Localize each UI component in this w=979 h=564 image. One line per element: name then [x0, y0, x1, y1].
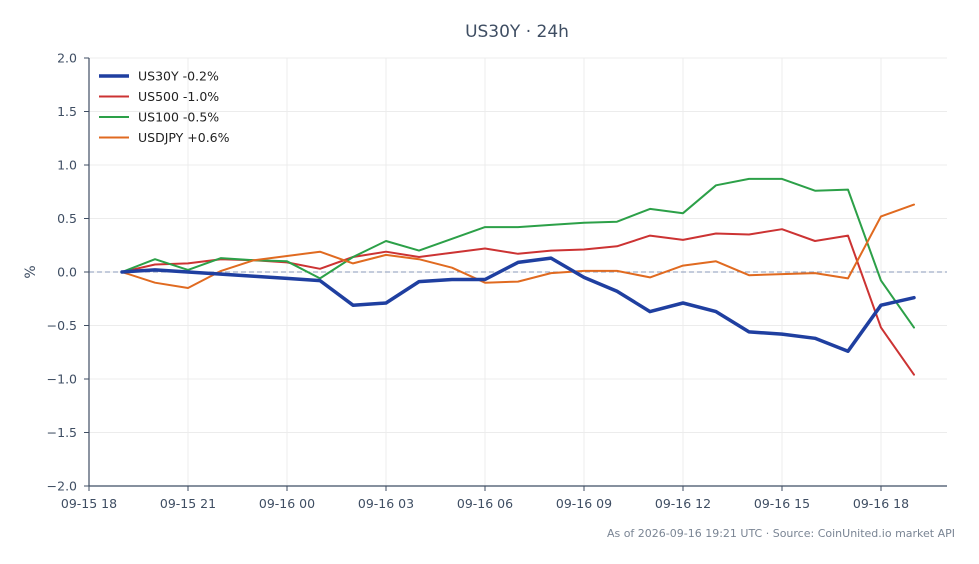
x-tick-label: 09-15 18 [61, 496, 117, 511]
x-tick-label: 09-15 21 [160, 496, 216, 511]
y-tick-label: 0.5 [57, 211, 77, 226]
y-tick-label: 2.0 [57, 51, 77, 66]
series-lines [120, 177, 916, 376]
y-tick-label: −2.0 [47, 479, 77, 494]
x-tick-label: 09-16 12 [655, 496, 711, 511]
y-axis-label: % [23, 265, 39, 278]
x-tick-label: 09-16 09 [556, 496, 612, 511]
series-line-3 [121, 203, 915, 289]
series-line-0 [120, 256, 916, 353]
legend-label: US500 -1.0% [138, 89, 219, 104]
y-tick-label: 1.5 [57, 104, 77, 119]
series-line-1 [121, 228, 915, 376]
source-footer: As of 2026-09-16 19:21 UTC · Source: Coi… [607, 527, 955, 540]
y-tick-label: 1.0 [57, 158, 77, 173]
legend: US30Y -0.2% US500 -1.0% US100 -0.5% USDJPY … [99, 69, 230, 145]
legend-label: US100 -0.5% [138, 110, 219, 125]
x-tick-label: 09-16 15 [754, 496, 810, 511]
y-tick-label: −0.5 [47, 318, 77, 333]
x-ticks: 09-15 18 09-15 21 09-16 00 09-16 03 09-16 06… [61, 486, 909, 511]
x-tick-label: 09-16 00 [259, 496, 315, 511]
x-tick-label: 09-16 18 [853, 496, 909, 511]
legend-label: US30Y -0.2% [138, 69, 219, 84]
chart-title: US30Y · 24h [465, 22, 569, 42]
y-ticks: 2.0 1.5 1.0 0.5 0.0 −0.5 −1.0 −1.5 −2.0 [47, 51, 89, 494]
y-tick-label: 0.0 [57, 265, 77, 280]
y-tick-label: −1.0 [47, 372, 77, 387]
x-tick-label: 09-16 03 [358, 496, 414, 511]
y-tick-label: −1.5 [47, 425, 77, 440]
x-tick-label: 09-16 06 [457, 496, 513, 511]
legend-label: USDJPY +0.6% [138, 130, 230, 145]
